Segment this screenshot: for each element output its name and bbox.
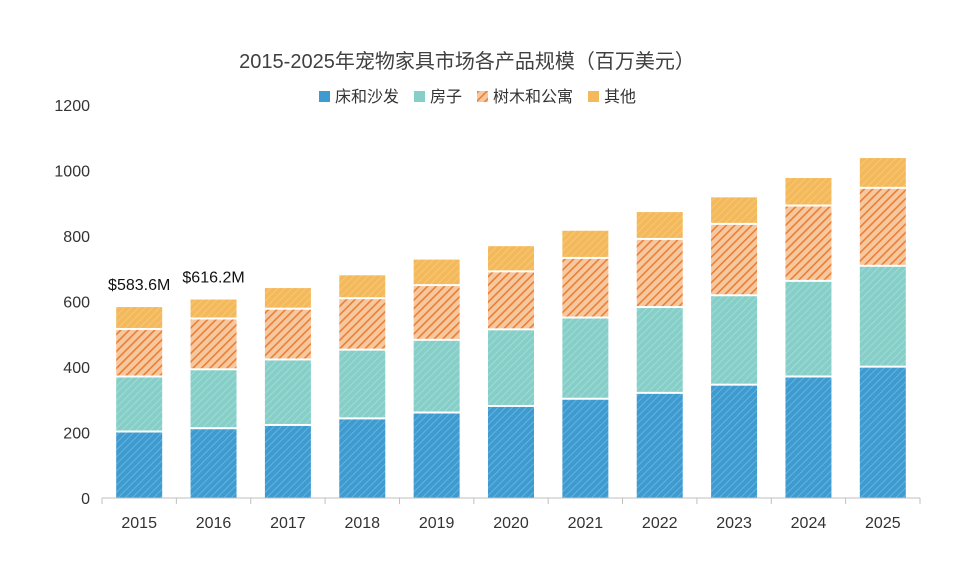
chart-legend: 床和沙发 房子 树木和公寓 其他: [319, 88, 636, 106]
x-tick-label: 2016: [196, 515, 232, 532]
bar-stack-2017: [264, 288, 311, 498]
bar-树木和公寓-2017: [264, 309, 311, 359]
bar-树木和公寓-2021: [562, 258, 609, 317]
y-tick-label: 1200: [54, 98, 90, 115]
bar-房子-2017: [264, 360, 311, 424]
bar-房子-2022: [636, 308, 683, 392]
legend-item-1: 房子: [414, 88, 462, 106]
y-tick-label: 1000: [54, 164, 90, 181]
bar-床和沙发-2018: [339, 419, 386, 498]
bar-床和沙发-2019: [413, 413, 460, 498]
bar-树木和公寓-2024: [785, 206, 832, 280]
bar-床和沙发-2020: [488, 406, 534, 498]
bar-其他-2023: [711, 197, 758, 223]
x-tick-label: 2015: [121, 515, 157, 532]
x-tick-label: 2024: [791, 515, 827, 532]
bar-树木和公寓-2016: [190, 319, 237, 369]
bar-其他-2024: [785, 178, 832, 205]
bar-床和沙发-2023: [711, 385, 758, 498]
legend-label: 树木和公寓: [493, 88, 573, 106]
bar-stack-2019: [413, 259, 460, 498]
bar-房子-2021: [562, 318, 609, 398]
bar-stack-2018: [339, 275, 386, 498]
bar-树木和公寓-2020: [488, 272, 534, 329]
bar-树木和公寓-2018: [339, 299, 386, 349]
x-tick-label: 2021: [568, 515, 604, 532]
legend-item-3: 其他: [588, 88, 636, 106]
bar-房子-2015: [116, 377, 163, 431]
bar-stack-2024: [785, 178, 832, 498]
bar-stack-2022: [636, 212, 683, 498]
total-annotation-2015: $583.6M: [108, 277, 170, 294]
bar-床和沙发-2021: [562, 399, 609, 498]
bar-stack-2023: [711, 197, 758, 498]
bar-房子-2023: [711, 296, 758, 384]
bar-房子-2025: [859, 266, 906, 366]
bar-其他-2016: [190, 299, 237, 318]
y-tick-label: 400: [63, 360, 90, 377]
bar-其他-2021: [562, 230, 609, 257]
legend-swatch: [588, 91, 599, 102]
bar-其他-2019: [413, 259, 460, 285]
x-tick-label: 2022: [642, 515, 678, 532]
legend-swatch: [319, 91, 330, 102]
x-tick-label: 2018: [344, 515, 380, 532]
bar-树木和公寓-2015: [116, 329, 163, 376]
bar-其他-2022: [636, 212, 683, 238]
y-tick-label: 0: [81, 491, 90, 508]
y-tick-label: 600: [63, 295, 90, 312]
legend-swatch: [414, 91, 425, 102]
bar-stack-2015: [116, 307, 163, 498]
total-annotation-2016: $616.2M: [182, 270, 244, 287]
bar-房子-2018: [339, 350, 386, 418]
bar-其他-2025: [859, 158, 906, 187]
bar-树木和公寓-2025: [859, 188, 906, 265]
bar-床和沙发-2016: [190, 429, 237, 498]
bar-其他-2020: [488, 246, 534, 271]
bar-stack-2025: [859, 158, 906, 498]
x-tick-label: 2023: [716, 515, 752, 532]
bar-床和沙发-2017: [264, 425, 311, 498]
bar-房子-2016: [190, 370, 237, 428]
y-tick-label: 800: [63, 229, 90, 246]
x-tick-label: 2020: [493, 515, 529, 532]
bar-床和沙发-2025: [859, 367, 906, 498]
x-tick-label: 2025: [865, 515, 901, 532]
bar-其他-2018: [339, 275, 386, 298]
bar-房子-2019: [413, 340, 460, 412]
bar-其他-2017: [264, 288, 311, 308]
bar-其他-2015: [116, 307, 163, 328]
legend-item-0: 床和沙发: [319, 88, 399, 106]
chart-title: 2015-2025年宠物家具市场各产品规模（百万美元）: [239, 50, 695, 73]
x-axis: 2015 2016 2017 2018 2019 2020 2021 2022 2023 2024…: [101, 497, 921, 532]
bar-树木和公寓-2019: [413, 286, 460, 339]
legend-item-2: 树木和公寓: [477, 88, 573, 106]
bar-树木和公寓-2022: [636, 239, 683, 307]
bar-stack-2016: [190, 299, 237, 498]
bar-树木和公寓-2023: [711, 224, 758, 295]
bar-床和沙发-2022: [636, 393, 683, 498]
y-axis: 0 200 400 600 800 1000 1200: [54, 98, 90, 508]
x-tick-label: 2017: [270, 515, 306, 532]
bars-group: [116, 158, 906, 498]
legend-label: 其他: [604, 88, 636, 106]
legend-label: 房子: [430, 88, 462, 106]
bar-stack-2021: [562, 230, 609, 498]
annotations-group: $583.6M $616.2M: [108, 270, 245, 295]
y-tick-label: 200: [63, 426, 90, 443]
legend-swatch: [477, 91, 488, 102]
x-tick-label: 2019: [419, 515, 455, 532]
bar-床和沙发-2024: [785, 377, 832, 498]
bar-房子-2024: [785, 281, 832, 376]
bar-床和沙发-2015: [116, 432, 163, 498]
bar-房子-2020: [488, 330, 534, 405]
legend-label: 床和沙发: [335, 88, 399, 106]
bar-stack-2020: [488, 246, 534, 498]
